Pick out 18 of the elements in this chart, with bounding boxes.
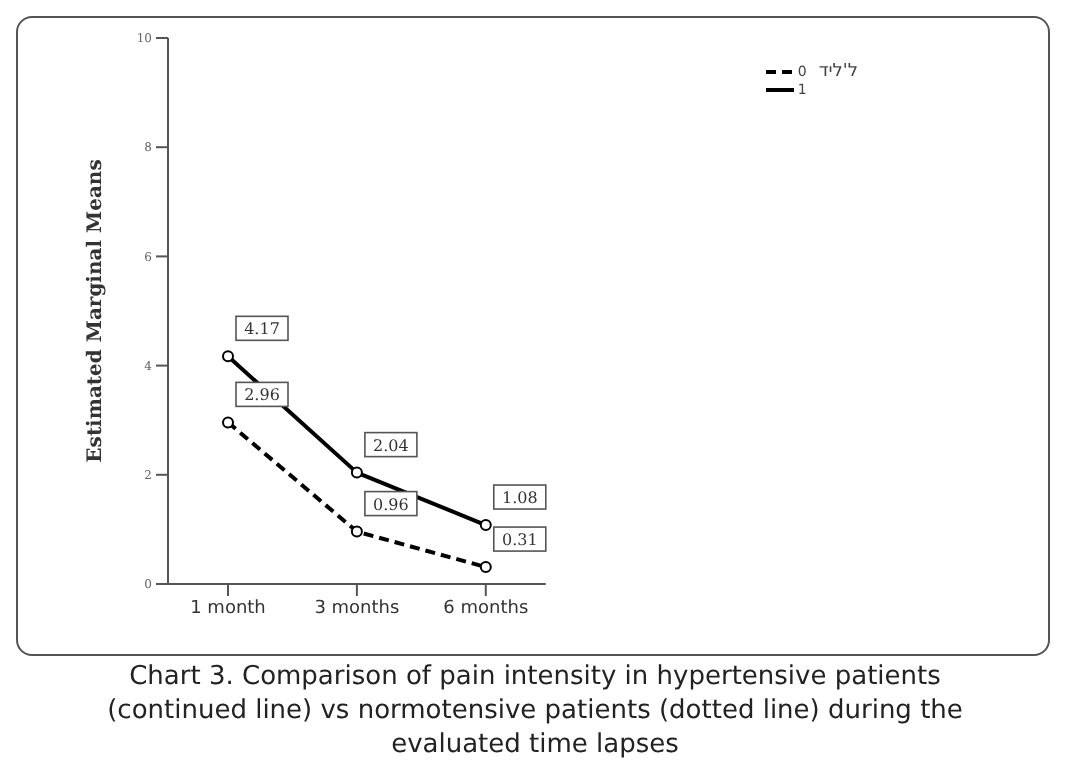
y-axis-title: Estimated Marginal Means — [85, 158, 108, 463]
x-tick-label: 3 months — [314, 598, 400, 619]
point — [350, 466, 363, 479]
data-label: 0.96 — [373, 495, 409, 514]
point — [222, 416, 234, 429]
x-tick-label: 1 month — [190, 598, 266, 619]
point — [222, 350, 234, 363]
caption: Chart 3. Comparison of pain intensity in hypertensive patients (continued line) vs normotensive patients (dotted line) during the evaluated time lapses — [105, 660, 965, 764]
data-label: 2.04 — [373, 436, 409, 455]
data-label: 1.08 — [501, 489, 538, 508]
data-label: 0.31 — [501, 531, 538, 550]
x-tick-label: 6 months — [443, 598, 529, 619]
data-label: 2.96 — [244, 386, 280, 405]
data-label: 4.17 — [244, 320, 280, 339]
point — [479, 519, 492, 532]
point — [479, 561, 492, 574]
point — [350, 525, 363, 538]
legend-title: ל'ליד — [818, 62, 858, 82]
